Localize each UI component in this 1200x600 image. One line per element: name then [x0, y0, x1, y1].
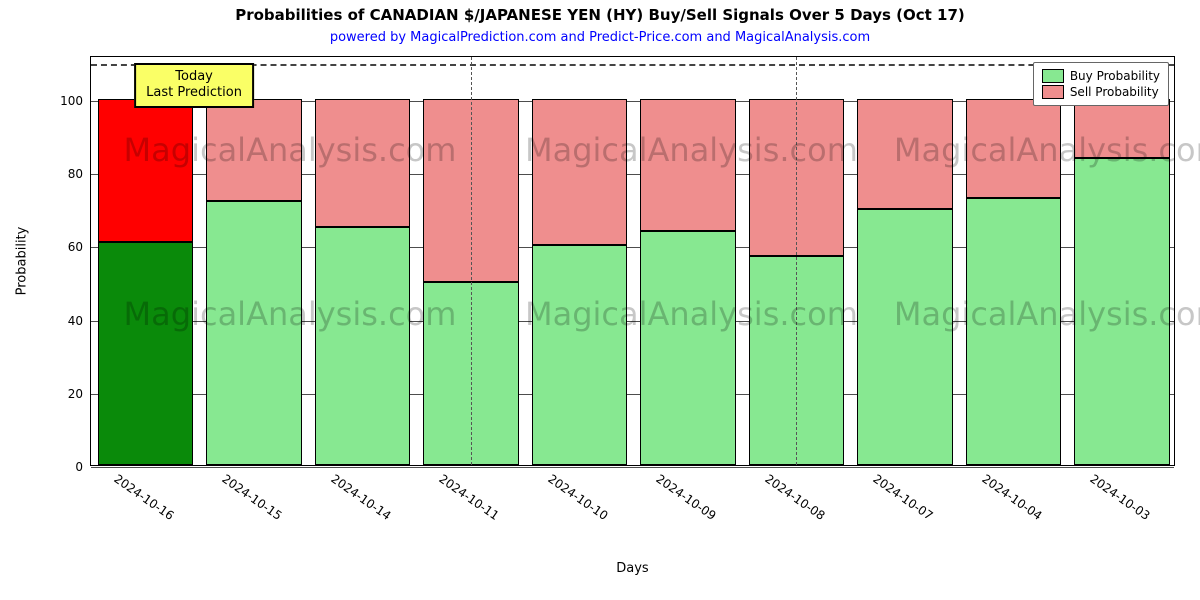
legend-swatch: [1042, 69, 1064, 83]
x-tick-label: 2024-10-14: [328, 465, 398, 523]
legend-item: Buy Probability: [1042, 69, 1160, 83]
buy-bar: [966, 198, 1062, 465]
x-axis-label: Days: [90, 561, 1175, 576]
sell-bar: [532, 99, 628, 245]
y-tick-label: 0: [75, 460, 91, 474]
plot-area: MagicalAnalysis.comMagicalAnalysis.comMa…: [90, 56, 1175, 466]
y-axis-label: Probability: [15, 227, 30, 296]
sell-bar: [315, 99, 411, 227]
sell-bar: [857, 99, 953, 209]
bar-group: [851, 57, 960, 465]
annotation-line: Today: [146, 69, 242, 85]
legend-item: Sell Probability: [1042, 85, 1160, 99]
sell-bar: [98, 99, 194, 242]
x-tick-label: 2024-10-16: [111, 465, 181, 523]
x-tick-label: 2024-10-07: [870, 465, 940, 523]
buy-bar: [98, 242, 194, 465]
buy-bar: [640, 231, 736, 465]
chart-container: Probabilities of CANADIAN $/JAPANESE YEN…: [0, 0, 1200, 600]
buy-bar: [206, 201, 302, 465]
bar-group: [91, 57, 200, 465]
y-tick-label: 80: [68, 167, 91, 181]
bar-group: [1068, 57, 1177, 465]
bar-group: [634, 57, 743, 465]
sell-bar: [206, 99, 302, 202]
x-tick-label: 2024-10-11: [436, 465, 506, 523]
today-annotation: TodayLast Prediction: [134, 63, 254, 108]
y-tick-label: 40: [68, 314, 91, 328]
buy-bar: [315, 227, 411, 465]
chart-subtitle: powered by MagicalPrediction.com and Pre…: [0, 30, 1200, 45]
sell-bar: [966, 99, 1062, 198]
vertical-separator: [796, 57, 797, 465]
bar-group: [200, 57, 309, 465]
bar-group: [525, 57, 634, 465]
chart-title: Probabilities of CANADIAN $/JAPANESE YEN…: [0, 6, 1200, 24]
bar-group: [308, 57, 417, 465]
gridline: [91, 467, 1174, 468]
x-tick-label: 2024-10-08: [762, 465, 832, 523]
x-tick-label: 2024-10-10: [545, 465, 615, 523]
x-tick-label: 2024-10-03: [1087, 465, 1157, 523]
x-tick-label: 2024-10-04: [979, 465, 1049, 523]
buy-bar: [857, 209, 953, 465]
y-tick-label: 100: [60, 94, 91, 108]
annotation-line: Last Prediction: [146, 85, 242, 101]
x-tick-label: 2024-10-15: [219, 465, 289, 523]
legend-label: Sell Probability: [1070, 85, 1159, 99]
plot-inner: MagicalAnalysis.comMagicalAnalysis.comMa…: [91, 57, 1174, 465]
vertical-separator: [471, 57, 472, 465]
legend-label: Buy Probability: [1070, 69, 1160, 83]
bar-group: [959, 57, 1068, 465]
sell-bar: [1074, 99, 1170, 158]
legend: Buy Probability Sell Probability: [1033, 62, 1169, 106]
legend-swatch: [1042, 85, 1064, 99]
x-tick-label: 2024-10-09: [653, 465, 723, 523]
buy-bar: [532, 245, 628, 465]
y-tick-label: 60: [68, 240, 91, 254]
y-tick-label: 20: [68, 387, 91, 401]
sell-bar: [640, 99, 736, 231]
buy-bar: [1074, 158, 1170, 466]
